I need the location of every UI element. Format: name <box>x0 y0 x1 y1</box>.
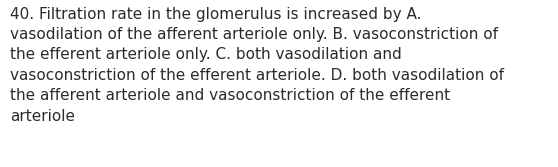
Text: 40. Filtration rate in the glomerulus is increased by A.
vasodilation of the aff: 40. Filtration rate in the glomerulus is… <box>10 7 504 124</box>
